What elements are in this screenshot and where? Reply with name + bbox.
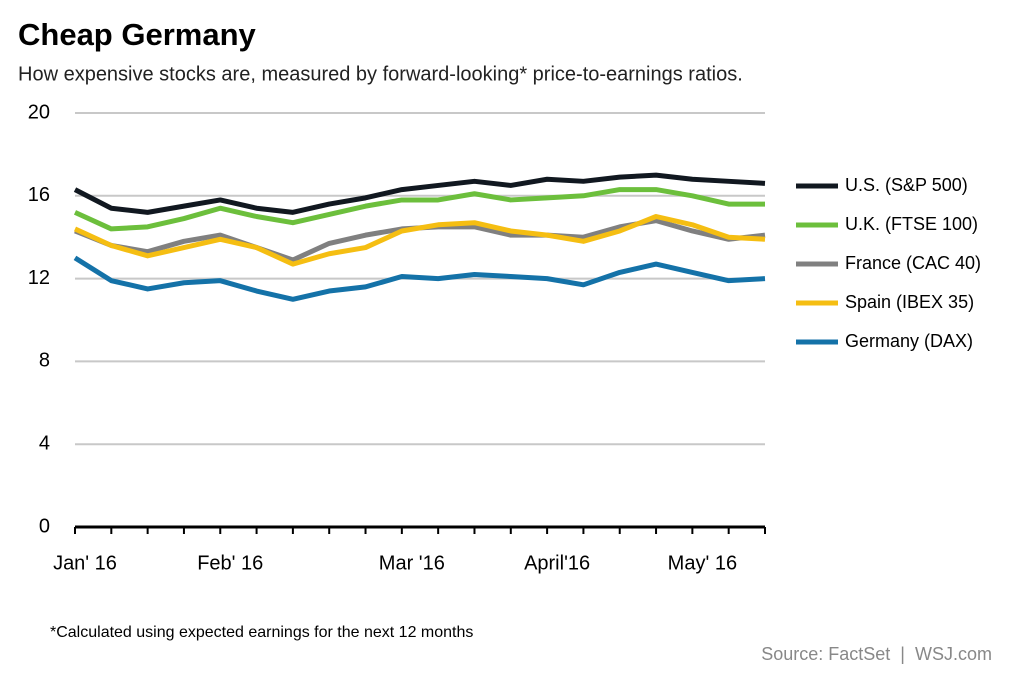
x-tick-label: Mar '16: [379, 552, 445, 574]
legend-label: France (CAC 40): [845, 253, 981, 273]
legend-label: U.K. (FTSE 100): [845, 214, 978, 234]
legend-label: Germany (DAX): [845, 331, 973, 351]
series-line: [73, 187, 765, 232]
series-line: [73, 214, 766, 267]
legend-label: U.S. (S&P 500): [845, 175, 968, 195]
x-tick-label: April'16: [524, 552, 590, 574]
chart-subtitle: How expensive stocks are, measured by fo…: [18, 63, 743, 85]
legend-label: Spain (IBEX 35): [845, 292, 974, 312]
series-line: [73, 255, 766, 302]
source: Source: FactSet | WSJ.com: [761, 644, 992, 664]
x-tick-label: Jan' 16: [53, 552, 117, 574]
footnote: *Calculated using expected earnings for …: [50, 624, 473, 641]
chart-title: Cheap Germany: [18, 17, 257, 52]
x-tick-label: Feb' 16: [197, 552, 263, 574]
y-tick-label: 4: [39, 432, 50, 454]
series-line: [73, 172, 766, 215]
y-tick-label: 0: [39, 515, 50, 537]
y-tick-label: 12: [28, 267, 50, 289]
y-tick-label: 20: [28, 101, 50, 123]
x-tick-label: May' 16: [668, 552, 737, 574]
y-tick-label: 8: [39, 350, 50, 372]
y-tick-label: 16: [28, 184, 50, 206]
